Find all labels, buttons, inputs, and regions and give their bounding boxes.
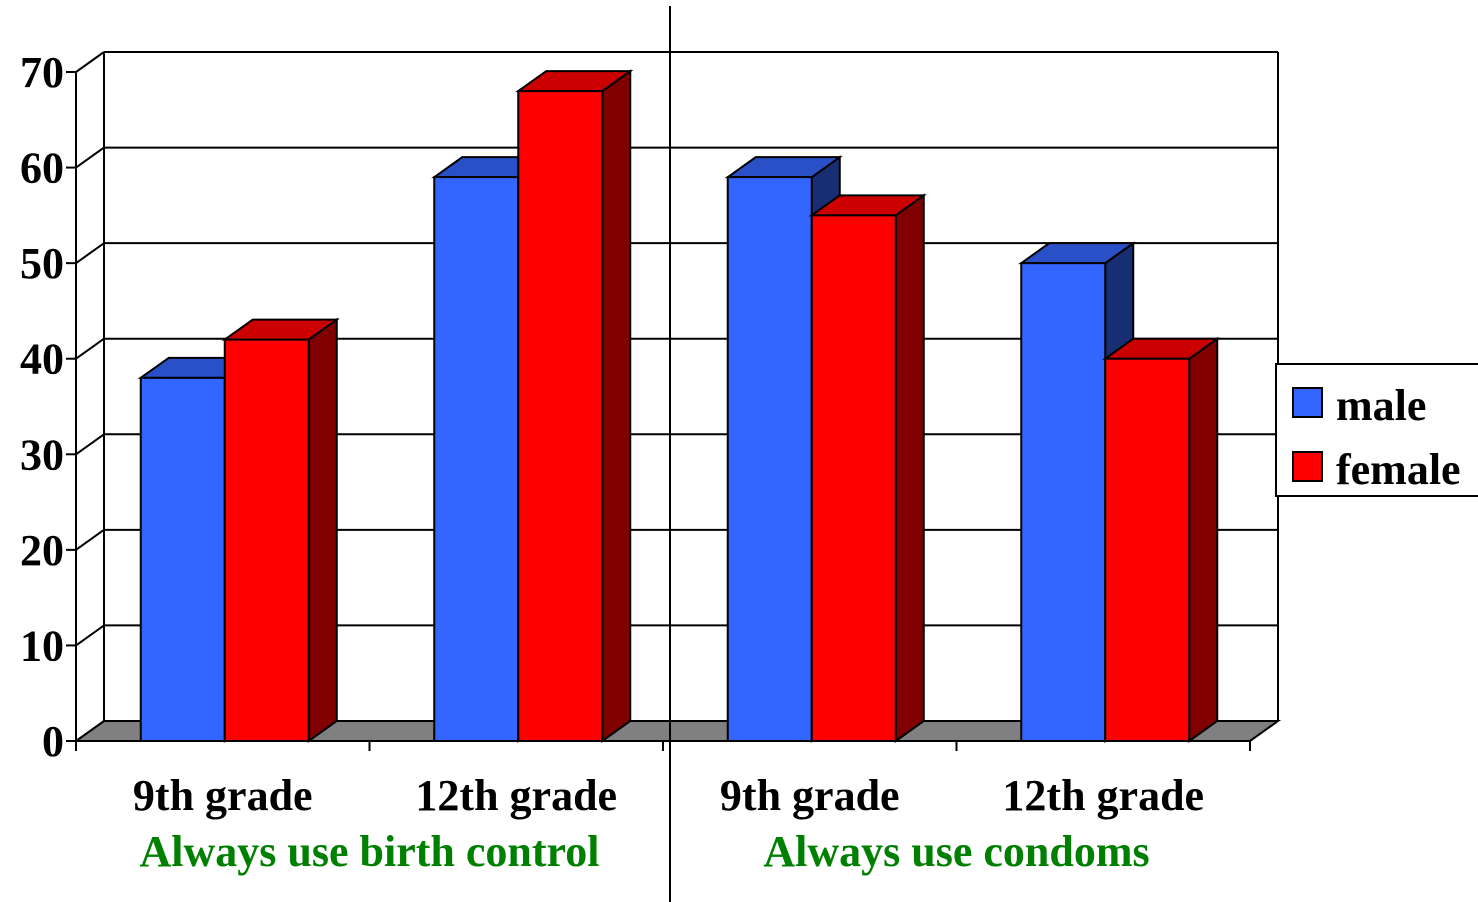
y-tick-label: 70 — [20, 48, 64, 97]
y-tick-label: 30 — [20, 430, 64, 479]
bar-female-3-side — [1188, 336, 1219, 743]
bar-male-3 — [1020, 262, 1107, 742]
bar-male-1 — [433, 176, 520, 742]
group-label: Always use condoms — [763, 827, 1149, 876]
chart-legend: male female — [1275, 363, 1478, 497]
legend-swatch-female — [1292, 451, 1323, 482]
bar-female-2 — [810, 214, 897, 743]
bar-female-1 — [517, 90, 604, 743]
side-wall-gridline — [75, 242, 105, 264]
side-wall-gridline — [75, 337, 105, 360]
bar-male-0 — [139, 376, 226, 742]
group-label: Always use birth control — [140, 827, 600, 876]
side-wall-gridline — [75, 529, 105, 551]
bar-female-2-side — [894, 193, 925, 743]
side-wall-gridline — [75, 433, 105, 456]
y-tick-label: 0 — [42, 717, 64, 766]
chart-labels-layer: 9th grade 12th grade 9th grade 12th grade Al… — [133, 771, 1204, 876]
y-tick-label: 10 — [20, 621, 64, 670]
y-tick-label: 50 — [20, 239, 64, 288]
y-tick-label: 20 — [20, 526, 64, 575]
x-category-label: 12th grade — [415, 771, 617, 820]
bar-female-0-side — [307, 317, 338, 743]
legend-swatch-male — [1292, 387, 1323, 418]
side-wall-gridline — [75, 146, 105, 169]
chart-bars-layer — [137, 69, 1221, 743]
x-category-label: 12th grade — [1002, 771, 1204, 820]
y-tick-label: 40 — [20, 335, 64, 384]
side-wall-gridline — [75, 51, 105, 73]
x-category-label: 9th grade — [720, 771, 900, 820]
bar-female-1-side — [601, 69, 632, 743]
x-category-label: 9th grade — [133, 771, 313, 820]
y-tick-label: 60 — [20, 144, 64, 193]
bar-male-2 — [726, 176, 813, 742]
bar-female-0 — [223, 338, 310, 742]
side-wall-gridline — [75, 624, 105, 647]
legend-label-male: male — [1336, 381, 1426, 430]
bar-female-3 — [1104, 357, 1191, 742]
legend-label-female: female — [1336, 445, 1461, 494]
